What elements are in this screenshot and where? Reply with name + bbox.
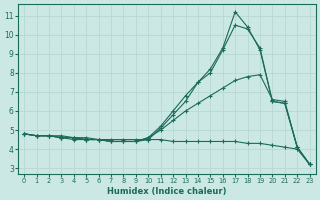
X-axis label: Humidex (Indice chaleur): Humidex (Indice chaleur) [107,187,227,196]
